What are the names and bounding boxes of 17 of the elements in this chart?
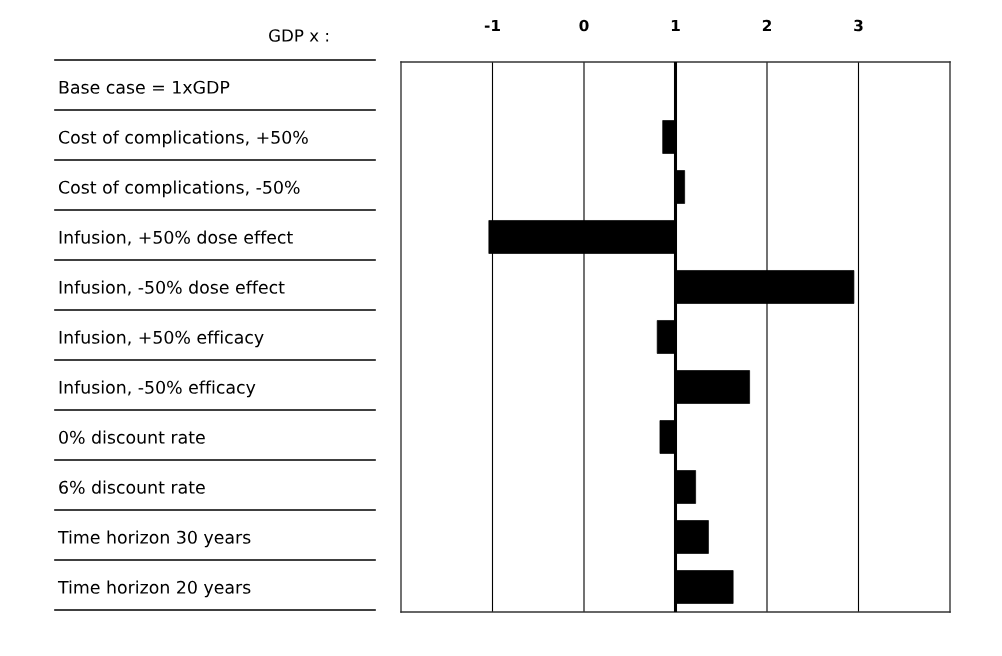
- y-tick-label: Infusion, -50% dose effect: [59, 280, 285, 296]
- x-tick-label: 1: [671, 19, 680, 32]
- y-tick-label: Infusion, +50% efficacy: [59, 330, 264, 348]
- y-tick-label: 0% discount rate: [59, 430, 205, 444]
- y-tick-label: Cost of complications, -50%: [58, 180, 300, 198]
- y-tick-label: Infusion, -50% efficacy: [59, 380, 256, 398]
- x-tick-label: -1: [484, 19, 500, 32]
- x-axis-title: GDP x :: [269, 29, 329, 42]
- y-tick-label: Time horizon 30 years: [57, 530, 251, 548]
- x-tick-label: 2: [762, 19, 771, 32]
- y-tick-label: Cost of complications, +50%: [58, 130, 308, 148]
- y-tick-label: Base case = 1xGDP: [59, 80, 230, 94]
- y-tick-label: 6% discount rate: [59, 480, 205, 494]
- y-tick-label: Infusion, +50% dose effect: [59, 230, 293, 246]
- x-tick-label: 3: [854, 19, 863, 32]
- x-tick-label: 0: [579, 19, 589, 32]
- y-tick-label: Time horizon 20 years: [57, 580, 251, 598]
